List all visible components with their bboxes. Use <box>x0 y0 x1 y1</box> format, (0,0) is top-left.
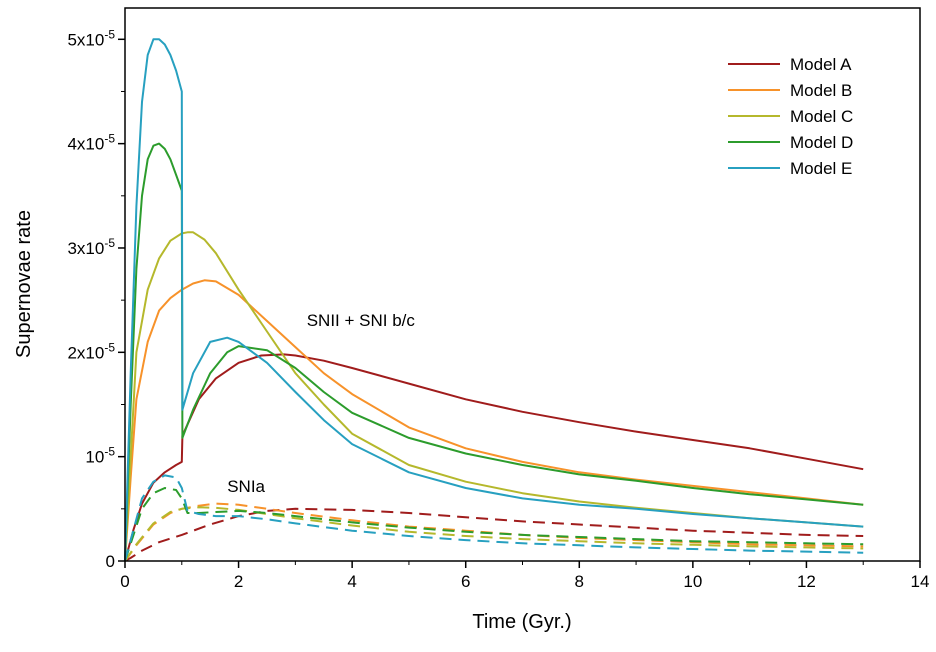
x-axis: 0 2 4 6 8 10 12 14 <box>120 561 929 591</box>
y-tick-label: 4x10-5 <box>67 132 115 154</box>
x-tick-label: 10 <box>683 572 702 591</box>
annotation-label: SNIa <box>227 477 265 496</box>
y-axis: 0 10-5 2x10-5 3x10-5 4x10-5 5x10-5 <box>67 27 125 571</box>
series-line-model-e-snia <box>124 474 864 562</box>
x-tick-label: 4 <box>347 572 356 591</box>
legend-label: Model A <box>790 55 852 74</box>
series-line-model-e-snii <box>124 38 864 562</box>
legend: Model A Model B Model C Model D Model E <box>728 55 853 178</box>
series-line-model-a-snii <box>124 353 864 562</box>
x-axis-title: Time (Gyr.) <box>472 611 571 633</box>
x-tick-label: 0 <box>120 572 129 591</box>
annotation-label: SNII + SNI b/c <box>307 311 416 330</box>
series-line-model-b-snii <box>124 279 864 562</box>
y-tick-label: 5x10-5 <box>67 27 115 49</box>
y-tick-label: 10-5 <box>85 445 115 467</box>
series-line-model-d-snia <box>124 487 864 562</box>
series-line-model-d-snii <box>124 142 864 562</box>
y-axis-title: Supernovae rate <box>13 210 35 358</box>
legend-label: Model E <box>790 159 852 178</box>
y-tick-label: 2x10-5 <box>67 340 115 362</box>
legend-label: Model C <box>790 107 853 126</box>
y-tick-label: 3x10-5 <box>67 236 115 258</box>
series-line-model-a-snia <box>124 507 864 562</box>
legend-label: Model B <box>790 81 852 100</box>
annotations: SNII + SNI b/c SNIa <box>227 311 415 496</box>
x-tick-label: 2 <box>234 572 243 591</box>
series-line-model-b-snia <box>124 502 864 562</box>
series-layer <box>124 38 864 562</box>
x-tick-label: 6 <box>461 572 470 591</box>
y-tick-label: 0 <box>106 552 115 571</box>
legend-label: Model D <box>790 133 853 152</box>
x-tick-label: 8 <box>575 572 584 591</box>
x-tick-label: 12 <box>797 572 816 591</box>
x-tick-label: 14 <box>911 572 930 591</box>
